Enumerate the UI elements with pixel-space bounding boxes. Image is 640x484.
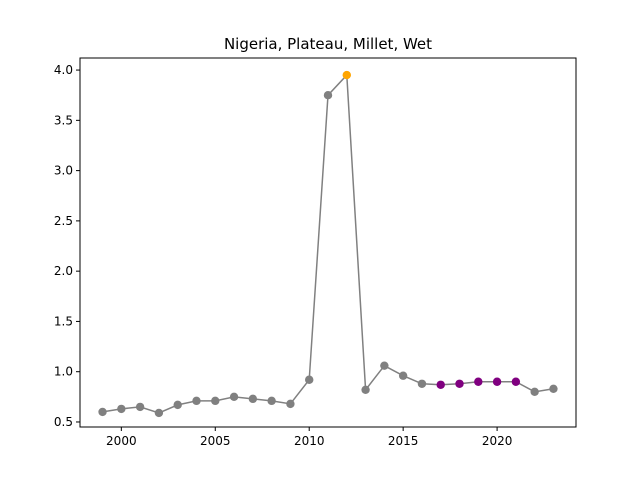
data-point — [398, 371, 408, 380]
data-point — [361, 385, 370, 394]
y-tick-label: 1.0 — [54, 365, 73, 379]
data-point — [511, 377, 521, 386]
x-tick-label: 2005 — [200, 434, 231, 448]
data-point — [248, 394, 258, 404]
data-point — [323, 91, 333, 100]
data-point — [173, 400, 182, 410]
data-point — [474, 377, 483, 386]
y-tick-label: 3.0 — [54, 164, 73, 178]
data-point — [436, 380, 445, 389]
series-line-layer — [102, 73, 554, 414]
x-tick-label: 2015 — [388, 434, 419, 448]
data-point — [305, 375, 314, 384]
data-point — [380, 361, 389, 370]
y-tick-label: 2.0 — [54, 264, 73, 278]
data-point — [342, 70, 351, 80]
y-tick-label: 1.5 — [54, 314, 73, 328]
data-point — [211, 396, 220, 406]
y-tick-label: 3.5 — [54, 113, 73, 127]
data-point — [117, 404, 126, 414]
data-point — [455, 379, 464, 388]
plot-area-frame — [79, 57, 577, 428]
data-point — [549, 384, 558, 393]
data-point — [154, 408, 164, 418]
axis-ticks: 2000 2005 2010 2015 2020 0.5 1.0 1.5 2.0 2.5 3.0 3.… — [54, 63, 512, 448]
data-point — [267, 396, 276, 406]
data-point — [286, 399, 295, 409]
data-point — [530, 387, 539, 397]
x-tick-label: 2010 — [294, 434, 325, 448]
data-point — [98, 407, 107, 417]
chart-title: Nigeria, Plateau, Millet, Wet — [224, 35, 432, 53]
data-point — [229, 392, 239, 402]
y-tick-label: 0.5 — [54, 415, 73, 429]
series-points-layer — [98, 70, 558, 418]
x-tick-label: 2020 — [482, 434, 513, 448]
data-point — [417, 379, 427, 388]
x-tick-label: 2000 — [106, 434, 137, 448]
y-tick-label: 4.0 — [54, 63, 73, 77]
data-point — [135, 402, 145, 412]
y-tick-label: 2.5 — [54, 214, 73, 228]
series-line — [102, 73, 554, 414]
data-point — [192, 396, 201, 406]
data-point — [492, 377, 502, 386]
